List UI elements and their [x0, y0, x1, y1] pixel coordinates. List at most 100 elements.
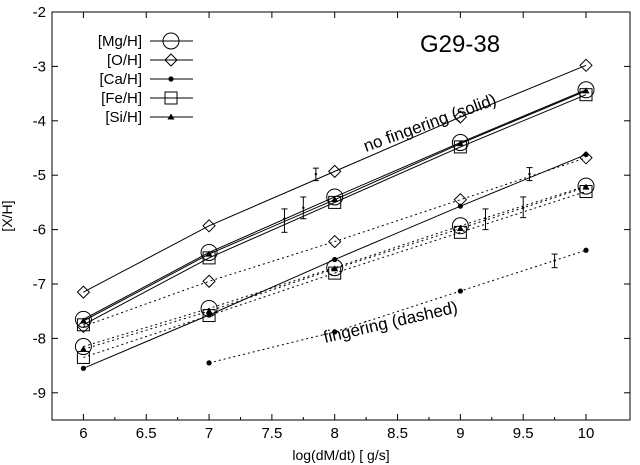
error-bar-center [521, 206, 525, 210]
series-line [83, 90, 587, 322]
x-tick-label: 6.5 [136, 425, 157, 442]
series-solid-0 [74, 81, 595, 328]
legend-label: [Ca/H] [99, 71, 142, 88]
error-bar-center [528, 172, 531, 176]
error-bar-center [553, 259, 556, 262]
data-point [76, 319, 91, 334]
legend-label: [O/H] [107, 52, 142, 69]
data-point [205, 250, 213, 257]
data-point [206, 360, 212, 366]
error-bar [520, 196, 527, 219]
series-dashed-9 [79, 183, 590, 352]
data-point [582, 183, 590, 190]
series-line [83, 64, 587, 293]
data-point [583, 247, 589, 253]
error-bar [300, 196, 307, 220]
legend-marker [167, 113, 175, 120]
legend-marker [164, 91, 178, 105]
y-tick-label: -3 [33, 58, 46, 75]
y-tick-label: -6 [33, 222, 46, 239]
data-point [202, 219, 216, 233]
annotation-fingering: fingering (dashed) [322, 298, 460, 347]
data-point [79, 345, 87, 352]
y-tick-label: -5 [33, 167, 46, 184]
series-line [83, 191, 587, 358]
data-point [74, 310, 92, 328]
chart-title: G29-38 [420, 31, 500, 58]
error-bar-center [302, 206, 305, 210]
series-line [83, 157, 587, 327]
y-tick-label: -9 [33, 385, 46, 402]
error-bar-center [484, 217, 487, 220]
series-line [83, 94, 587, 326]
series-solid-3 [76, 88, 593, 332]
y-tick-label: -2 [33, 4, 46, 21]
y-axis-label: [X/H] [0, 200, 15, 231]
legend-entry: [Si/H] [105, 109, 193, 126]
series-dashed-6 [76, 151, 593, 334]
data-point [451, 217, 469, 235]
error-bar [551, 253, 558, 269]
data-point [456, 225, 464, 232]
legend-entry: [Fe/H] [101, 90, 193, 107]
x-tick-label: 8.5 [387, 425, 408, 442]
data-point [456, 140, 464, 147]
data-point [326, 188, 344, 206]
x-tick-label: 6 [79, 425, 87, 442]
legend-entry: [Mg/H] [98, 32, 193, 50]
data-point [205, 307, 213, 314]
legend-marker [164, 53, 178, 67]
data-point [579, 151, 593, 165]
series-dashed-5 [74, 177, 595, 356]
x-axis-label: log(dM/dt) [ g/s] [292, 447, 389, 463]
annotation-no-fingering: no fingering (solid) [361, 90, 499, 156]
error-bars [281, 167, 558, 269]
x-tick-label: 9 [456, 425, 464, 442]
legend-label: [Fe/H] [101, 90, 142, 107]
data-point [331, 196, 339, 203]
data-point [328, 234, 342, 249]
data-point [577, 81, 595, 99]
series-line [208, 249, 587, 364]
series-dashed-7 [206, 247, 589, 366]
data-point [457, 288, 463, 294]
data-point [453, 110, 468, 124]
error-bar [482, 208, 489, 231]
legend: [Mg/H] [O/H] [Ca/H] [Fe/H] [Si/H] [98, 32, 193, 126]
data-point [577, 177, 595, 195]
legend-label: [Si/H] [105, 109, 142, 126]
data-point [331, 265, 339, 272]
y-tick-label: -4 [33, 113, 46, 130]
legend-marker [168, 76, 174, 82]
data-point [326, 259, 344, 277]
data-point [74, 338, 92, 356]
error-bar-center [283, 217, 286, 220]
data-point [579, 58, 593, 73]
data-point [453, 192, 468, 207]
data-point [332, 329, 338, 335]
x-tick-label: 9.5 [513, 425, 534, 442]
legend-label: [Mg/H] [98, 33, 142, 50]
x-tick-label: 7.5 [261, 425, 282, 442]
x-tick-label: 10 [578, 425, 595, 442]
data-point [583, 151, 589, 158]
data-point [76, 285, 91, 299]
data-point [80, 365, 87, 371]
legend-entry: [O/H] [107, 52, 193, 69]
data-point [451, 134, 469, 152]
data-point [200, 299, 218, 317]
legend-marker [162, 32, 180, 50]
data-point [582, 87, 590, 94]
data-point [202, 274, 216, 288]
y-tick-label: -7 [33, 276, 46, 293]
error-bar [312, 167, 319, 182]
data-point [200, 243, 218, 261]
error-bar-center [314, 172, 318, 176]
axis-ticks: 6 6.5 7 7.5 8 8.5 9 9.5 10 -2 -3 -4 -5 -6 -7 -8 -9 [33, 4, 630, 442]
x-tick-label: 7 [205, 425, 213, 442]
series-layer [74, 58, 595, 371]
legend-entry: [Ca/H] [99, 71, 193, 88]
data-point [328, 164, 342, 179]
series-solid-1 [76, 58, 593, 299]
